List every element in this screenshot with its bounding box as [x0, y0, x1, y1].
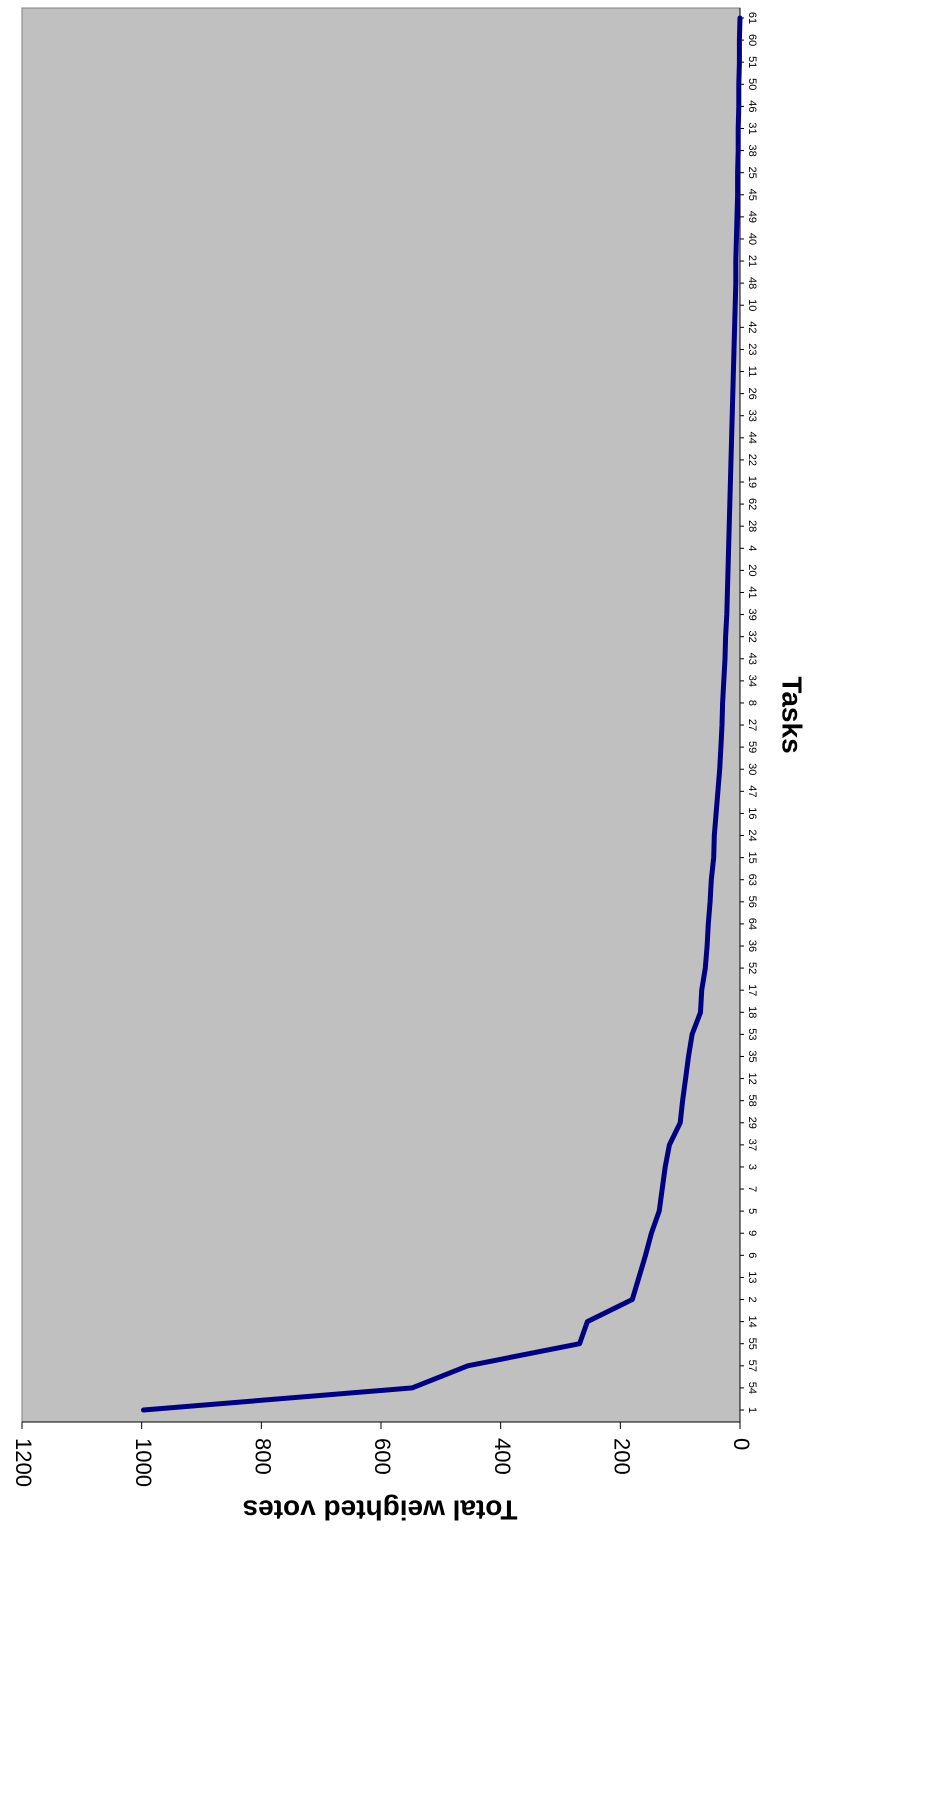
category-tick-label: 43: [746, 653, 758, 665]
category-tick-label: 23: [746, 343, 758, 355]
category-tick-label: 46: [746, 100, 758, 112]
category-tick-label: 50: [746, 78, 758, 90]
category-tick-label: 64: [746, 918, 758, 930]
category-tick-label: 18: [746, 1006, 758, 1018]
category-tick-label: 10: [746, 299, 758, 311]
category-tick-label: 15: [746, 851, 758, 863]
category-tick-label: 28: [746, 520, 758, 532]
category-tick-label: 55: [746, 1338, 758, 1350]
category-tick-label: 47: [746, 785, 758, 797]
category-tick-label: 59: [746, 741, 758, 753]
category-tick-label: 49: [746, 211, 758, 223]
category-tick-label: 11: [746, 366, 758, 377]
category-tick-label: 56: [746, 896, 758, 908]
category-tick-label: 51: [746, 56, 758, 68]
plot-area: [21, 7, 741, 1423]
category-tick-label: 27: [746, 719, 758, 731]
category-tick-label: 37: [746, 1139, 758, 1151]
category-tick-label: 45: [746, 189, 758, 201]
category-tick-label: 5: [746, 1208, 758, 1214]
value-tick-label: 800: [251, 1438, 276, 1475]
category-tick-label: 12: [746, 1072, 758, 1084]
category-tick-label: 24: [746, 829, 758, 841]
category-tick-label: 19: [746, 476, 758, 488]
category-tick-label: 13: [746, 1271, 758, 1283]
value-tick-label: 1000: [131, 1438, 156, 1487]
value-tick-label: 400: [490, 1438, 515, 1475]
category-tick-label: 33: [746, 410, 758, 422]
category-tick-label: 14: [746, 1315, 758, 1327]
category-tick-label: 62: [746, 498, 758, 510]
category-tick-label: 16: [746, 807, 758, 819]
category-tick-label: 1: [746, 1407, 758, 1413]
category-tick-label: 26: [746, 387, 758, 399]
value-tick-label: 0: [729, 1438, 754, 1450]
category-tick-label: 48: [746, 277, 758, 289]
category-tick-label: 35: [746, 1050, 758, 1062]
category-tick-label: 40: [746, 233, 758, 245]
category-tick-label: 21: [746, 255, 758, 267]
category-tick-label: 34: [746, 675, 758, 687]
category-tick-label: 17: [746, 984, 758, 996]
series-line: [141, 15, 743, 1413]
category-tick-label: 58: [746, 1095, 758, 1107]
category-tick-label: 39: [746, 608, 758, 620]
category-tick-label: 57: [746, 1360, 758, 1372]
category-tick-label: 54: [746, 1382, 758, 1394]
category-tick-label: 9: [746, 1230, 758, 1236]
value-tick-label: 1200: [11, 1438, 36, 1487]
category-tick-label: 25: [746, 167, 758, 179]
category-tick-label: 52: [746, 962, 758, 974]
category-tick-label: 60: [746, 34, 758, 46]
category-tick-label: 53: [746, 1028, 758, 1040]
plot-layer: 0200400600800100012001545755142136957337…: [11, 7, 808, 1526]
category-tick-label: 31: [746, 122, 758, 134]
category-tick-label: 32: [746, 631, 758, 643]
category-tick-label: 36: [746, 940, 758, 952]
value-tick-label: 200: [610, 1438, 635, 1475]
category-tick-label: 3: [746, 1164, 758, 1170]
category-tick-label: 29: [746, 1117, 758, 1129]
category-tick-label: 8: [746, 700, 758, 706]
category-tick-label: 42: [746, 321, 758, 333]
category-tick-label: 30: [746, 763, 758, 775]
category-tick-label: 41: [746, 586, 758, 598]
x-axis-title: Tasks: [777, 676, 808, 753]
category-tick-label: 38: [746, 144, 758, 156]
category-tick-label: 61: [746, 12, 758, 24]
category-tick-label: 44: [746, 432, 758, 444]
category-tick-label: 20: [746, 564, 758, 576]
value-tick-label: 600: [370, 1438, 395, 1475]
category-tick-label: 2: [746, 1296, 758, 1302]
category-tick-label: 7: [746, 1186, 758, 1192]
category-tick-label: 4: [746, 545, 758, 551]
category-tick-label: 63: [746, 874, 758, 886]
category-tick-label: 22: [746, 454, 758, 466]
y-axis-title: Total weighted votes: [243, 1495, 518, 1526]
category-tick-label: 6: [746, 1252, 758, 1258]
